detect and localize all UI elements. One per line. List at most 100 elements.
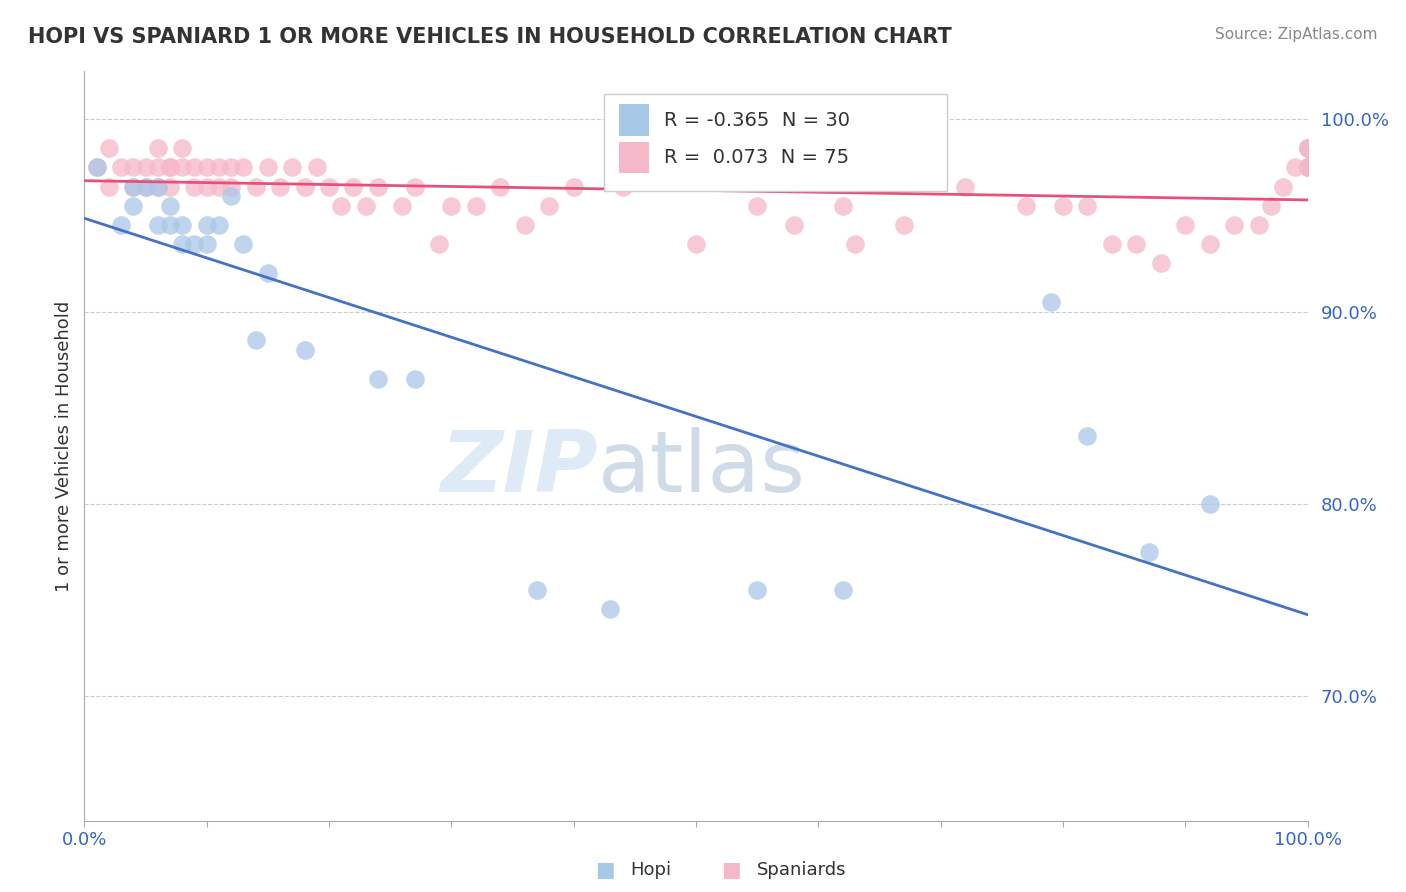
Point: [1198, 237, 1220, 252]
Point: [831, 199, 853, 213]
Point: [538, 199, 561, 213]
Point: [1296, 141, 1319, 155]
Point: [183, 179, 205, 194]
Point: [146, 141, 169, 155]
Point: [219, 161, 242, 175]
Point: [208, 218, 231, 232]
Point: [427, 237, 450, 252]
Point: [1015, 199, 1038, 213]
Point: [146, 179, 169, 194]
Point: [110, 218, 132, 232]
Point: [1296, 161, 1319, 175]
Point: [245, 179, 267, 194]
Point: [783, 218, 806, 232]
Text: ■: ■: [595, 860, 614, 880]
Point: [183, 237, 205, 252]
Point: [195, 218, 218, 232]
Point: [172, 161, 194, 175]
Text: R = -0.365  N = 30: R = -0.365 N = 30: [664, 111, 851, 129]
Point: [1284, 161, 1306, 175]
Point: [86, 161, 108, 175]
Point: [599, 602, 621, 616]
FancyBboxPatch shape: [605, 94, 946, 191]
Text: Source: ZipAtlas.com: Source: ZipAtlas.com: [1215, 27, 1378, 42]
Point: [844, 237, 866, 252]
Point: [1101, 237, 1123, 252]
Point: [146, 179, 169, 194]
Point: [232, 237, 254, 252]
Point: [110, 161, 132, 175]
Point: [1247, 218, 1270, 232]
Text: ZIP: ZIP: [440, 427, 598, 510]
Point: [208, 161, 231, 175]
Point: [367, 372, 389, 386]
Y-axis label: 1 or more Vehicles in Household: 1 or more Vehicles in Household: [55, 301, 73, 591]
Point: [747, 583, 769, 598]
Point: [172, 218, 194, 232]
Point: [404, 372, 426, 386]
Point: [513, 218, 536, 232]
Point: [831, 583, 853, 598]
Point: [1076, 199, 1098, 213]
Point: [183, 161, 205, 175]
Point: [294, 343, 316, 357]
Point: [195, 179, 218, 194]
Point: [219, 179, 242, 194]
Point: [391, 199, 413, 213]
Point: [172, 237, 194, 252]
Point: [135, 161, 157, 175]
Point: [1137, 544, 1160, 558]
Point: [612, 179, 634, 194]
Point: [526, 583, 548, 598]
Point: [1296, 161, 1319, 175]
Point: [146, 218, 169, 232]
Point: [208, 179, 231, 194]
Point: [464, 199, 486, 213]
Point: [1198, 497, 1220, 511]
Point: [1150, 256, 1173, 270]
Point: [195, 161, 218, 175]
Point: [953, 179, 976, 194]
Point: [195, 237, 218, 252]
Point: [1296, 141, 1319, 155]
Point: [489, 179, 512, 194]
FancyBboxPatch shape: [619, 104, 650, 136]
Text: Spaniards: Spaniards: [756, 861, 846, 879]
Point: [159, 161, 181, 175]
Point: [404, 179, 426, 194]
Point: [159, 218, 181, 232]
Point: [257, 266, 280, 280]
Text: Hopi: Hopi: [630, 861, 671, 879]
Point: [318, 179, 340, 194]
Point: [562, 179, 585, 194]
Text: HOPI VS SPANIARD 1 OR MORE VEHICLES IN HOUSEHOLD CORRELATION CHART: HOPI VS SPANIARD 1 OR MORE VEHICLES IN H…: [28, 27, 952, 46]
Point: [135, 179, 157, 194]
Point: [1076, 429, 1098, 443]
Point: [122, 161, 145, 175]
Point: [294, 179, 316, 194]
Point: [354, 199, 377, 213]
Point: [135, 179, 157, 194]
Point: [122, 199, 145, 213]
Point: [1272, 179, 1295, 194]
Point: [305, 161, 328, 175]
Point: [97, 179, 120, 194]
Point: [1296, 161, 1319, 175]
Text: atlas: atlas: [598, 427, 806, 510]
Text: ■: ■: [721, 860, 741, 880]
Point: [1296, 141, 1319, 155]
FancyBboxPatch shape: [619, 142, 650, 173]
Point: [1296, 161, 1319, 175]
Point: [219, 189, 242, 203]
Point: [1039, 294, 1062, 309]
Point: [122, 179, 145, 194]
Point: [440, 199, 463, 213]
Point: [172, 141, 194, 155]
Point: [159, 179, 181, 194]
Text: R =  0.073  N = 75: R = 0.073 N = 75: [664, 148, 849, 167]
Point: [685, 237, 707, 252]
Point: [97, 141, 120, 155]
Point: [330, 199, 353, 213]
Point: [269, 179, 291, 194]
Point: [893, 218, 915, 232]
